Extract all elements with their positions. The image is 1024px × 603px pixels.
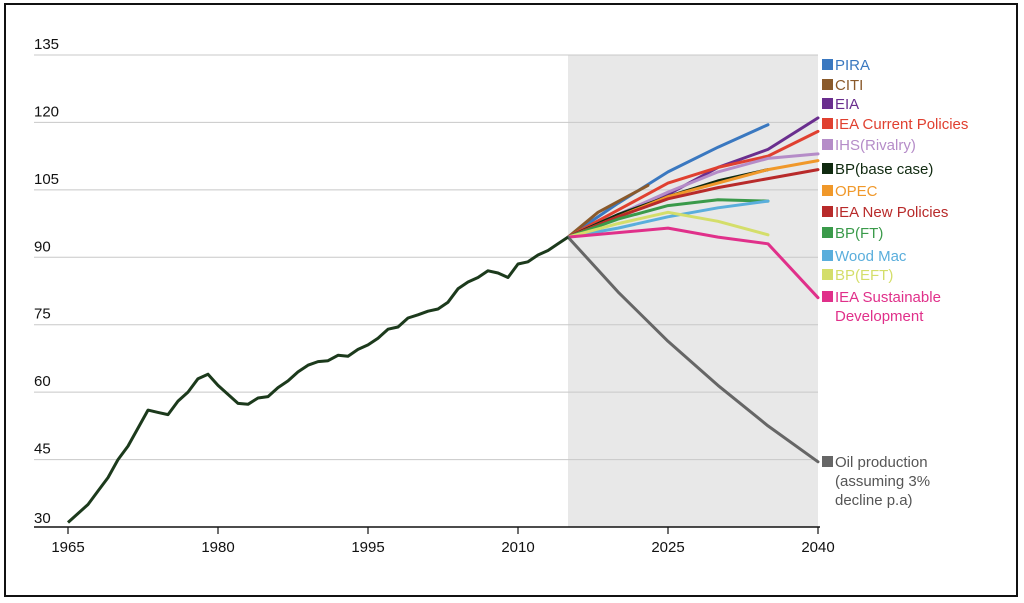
- y-tick-label: 45: [34, 441, 51, 458]
- x-tick-label: 2010: [501, 539, 534, 556]
- legend-label: IEA New Policies: [835, 204, 948, 221]
- legend-swatch: [822, 227, 833, 238]
- legend-swatch: [822, 269, 833, 280]
- legend-label: Wood Mac: [835, 248, 907, 265]
- series-line: [566, 129, 820, 239]
- series-lines: [66, 116, 820, 524]
- series-line: [566, 198, 770, 239]
- legend-swatch: [822, 291, 833, 302]
- y-tick-label: 135: [34, 36, 59, 53]
- legend-label: OPEC: [835, 183, 878, 200]
- y-tick-label: 60: [34, 373, 51, 390]
- series-line: [566, 168, 820, 239]
- x-tick-label: 1965: [51, 539, 84, 556]
- chart-frame: 30 45 60 75 90 105 120 135 1965 1980 1995 2010 2025…: [4, 3, 1018, 597]
- y-axis-ticks: 30 45 60 75 90 105 120 135: [34, 36, 59, 527]
- legend-swatch: [822, 185, 833, 196]
- y-tick-label: 120: [34, 103, 59, 120]
- legend-label: CITI: [835, 77, 863, 94]
- legend-swatch: [822, 118, 833, 129]
- legend-label: IEA Current Policies: [835, 116, 968, 133]
- legend-swatch: [822, 163, 833, 174]
- x-axis-ticks: 1965 1980 1995 2010 2025 2040: [34, 526, 835, 556]
- series-line: [566, 226, 820, 300]
- legend-label: BP(FT): [835, 225, 883, 242]
- legend-label: Oil production: [835, 454, 928, 471]
- series-line: [566, 123, 770, 239]
- legend-label: (assuming 3%: [835, 473, 930, 490]
- series-line: [566, 210, 770, 239]
- y-tick-label: 90: [34, 238, 51, 255]
- legend-label: PIRA: [835, 57, 870, 74]
- x-tick-label: 1995: [351, 539, 384, 556]
- y-tick-label: 75: [34, 306, 51, 323]
- legend: PIRA CITI EIA IEA Current Policies IHS(Rival…: [822, 57, 968, 509]
- legend-swatch: [822, 206, 833, 217]
- legend-swatch: [822, 456, 833, 467]
- legend-label: IEA Sustainable: [835, 289, 941, 306]
- legend-label: Development: [835, 308, 924, 325]
- legend-swatch: [822, 139, 833, 150]
- legend-label: IHS(Rivalry): [835, 137, 916, 154]
- legend-label: decline p.a): [835, 492, 913, 509]
- oil-demand-forecast-chart: 30 45 60 75 90 105 120 135 1965 1980 1995 2010 2025…: [34, 36, 968, 556]
- x-tick-label: 1980: [201, 539, 234, 556]
- x-tick-label: 2025: [651, 539, 684, 556]
- gridlines: [34, 54, 818, 461]
- series-line: [566, 235, 820, 464]
- legend-swatch: [822, 59, 833, 70]
- forecast-shaded-region: [568, 55, 818, 527]
- legend-label: BP(base case): [835, 161, 933, 178]
- series-line: [566, 183, 650, 239]
- legend-swatch: [822, 79, 833, 90]
- legend-label: EIA: [835, 96, 859, 113]
- legend-swatch: [822, 250, 833, 261]
- series-line: [566, 199, 770, 239]
- legend-swatch: [822, 98, 833, 109]
- y-tick-label: 105: [34, 171, 59, 188]
- historical-line: [66, 235, 569, 524]
- y-tick-label: 30: [34, 510, 51, 527]
- legend-label: BP(EFT): [835, 267, 893, 284]
- x-tick-label: 2040: [801, 539, 834, 556]
